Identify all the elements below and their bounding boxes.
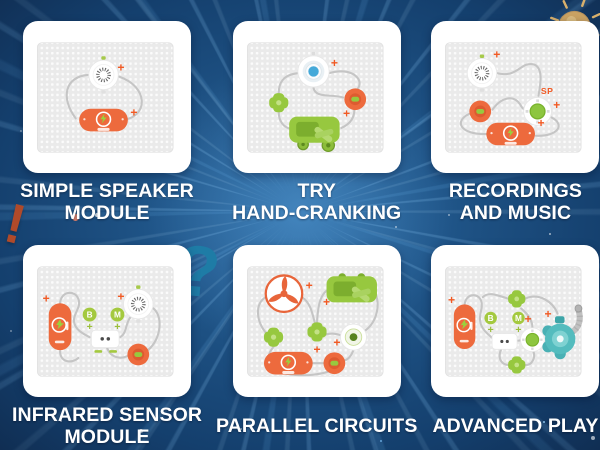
- card-panel: + +: [23, 21, 192, 173]
- svg-text:+: +: [130, 105, 137, 119]
- circuit-illustration-hand-cranking: + +: [246, 41, 384, 153]
- card-infrared-sensor-module[interactable]: + B M + + + INFRARED SENSOR MODULE: [12, 245, 202, 450]
- svg-text:SP: SP: [541, 86, 553, 96]
- card-panel: + B M + + +: [23, 245, 192, 397]
- circuit-illustration-parallel: + + + +: [246, 265, 384, 377]
- card-label: ADVANCED PLAY: [432, 415, 599, 438]
- button-module-icon: [469, 100, 492, 122]
- circuit-illustration-recordings: + SP + +: [445, 41, 582, 153]
- card-panel: + +: [232, 21, 401, 173]
- card-parallel-circuits[interactable]: + + + + PARALLEL CIRCUITS: [216, 245, 417, 450]
- svg-text:+: +: [545, 307, 552, 321]
- battery-module-icon: [453, 303, 477, 350]
- infrared-sensor-module-icon: [492, 332, 518, 350]
- speaker-wheel-module-icon: [339, 323, 367, 351]
- svg-text:+: +: [516, 324, 522, 335]
- crank-handle-module-icon: [288, 116, 340, 143]
- circuit-illustration-advanced: + B M + + + +: [445, 265, 584, 377]
- card-recordings-and-music[interactable]: + SP + + RECORDINGS AND MUSIC: [431, 21, 600, 245]
- svg-text:+: +: [87, 322, 93, 333]
- battery-module-icon: [262, 350, 314, 375]
- svg-text:+: +: [333, 335, 340, 349]
- bitsnap-b-icon: [484, 311, 498, 324]
- svg-text:+: +: [117, 289, 124, 303]
- svg-text:+: +: [538, 116, 545, 130]
- card-label: INFRARED SENSOR MODULE: [12, 404, 203, 448]
- svg-text:+: +: [494, 47, 501, 61]
- fan-module-icon: [264, 273, 304, 313]
- infrared-sensor-module-icon: [90, 329, 120, 348]
- crank-handle-module-icon: [326, 275, 377, 303]
- bitsnap-m-icon: [110, 307, 125, 321]
- card-label: RECORDINGS AND MUSIC: [448, 180, 583, 224]
- svg-text:+: +: [488, 324, 494, 335]
- bitsnap-m-icon: [512, 311, 526, 324]
- card-advanced-play[interactable]: + B M + + + +: [431, 245, 600, 450]
- svg-text:+: +: [331, 56, 338, 70]
- hose-opening-icon: [574, 304, 583, 312]
- svg-text:+: +: [554, 97, 561, 111]
- circuit-illustration-simple-speaker: + +: [37, 41, 174, 153]
- card-label: SIMPLE SPEAKER MODULE: [20, 180, 194, 224]
- svg-text:M: M: [114, 310, 121, 319]
- svg-text:B: B: [488, 313, 494, 322]
- card-panel: + SP + +: [431, 21, 600, 173]
- speaker-wheel-module-icon: [520, 326, 546, 352]
- svg-text:+: +: [114, 322, 120, 333]
- card-label: TRY HAND-CRANKING: [232, 180, 402, 224]
- button-module-icon: [127, 343, 150, 365]
- svg-text:+: +: [448, 293, 455, 307]
- card-panel: + B M + + + +: [431, 245, 600, 397]
- battery-module-icon: [78, 107, 129, 132]
- card-label: PARALLEL CIRCUITS: [216, 415, 418, 438]
- button-module-icon: [323, 351, 345, 374]
- svg-text:+: +: [43, 291, 50, 305]
- svg-text:+: +: [525, 312, 532, 326]
- battery-module-icon: [485, 121, 537, 146]
- svg-text:+: +: [323, 294, 330, 308]
- svg-text:+: +: [343, 106, 350, 120]
- battery-module-icon: [48, 301, 73, 351]
- card-try-hand-cranking[interactable]: + + TRY HAND-CRANKING: [232, 21, 401, 245]
- svg-text:+: +: [313, 342, 320, 356]
- circuit-illustration-infrared: + B M + + +: [37, 265, 174, 377]
- svg-text:M: M: [515, 313, 522, 322]
- card-simple-speaker-module[interactable]: + + SIMPLE SPEAKER MODULE: [20, 21, 194, 245]
- bitsnap-b-icon: [82, 307, 97, 321]
- svg-text:+: +: [305, 278, 312, 292]
- card-panel: + + + +: [232, 245, 401, 397]
- svg-text:+: +: [117, 60, 124, 74]
- svg-text:B: B: [87, 310, 93, 319]
